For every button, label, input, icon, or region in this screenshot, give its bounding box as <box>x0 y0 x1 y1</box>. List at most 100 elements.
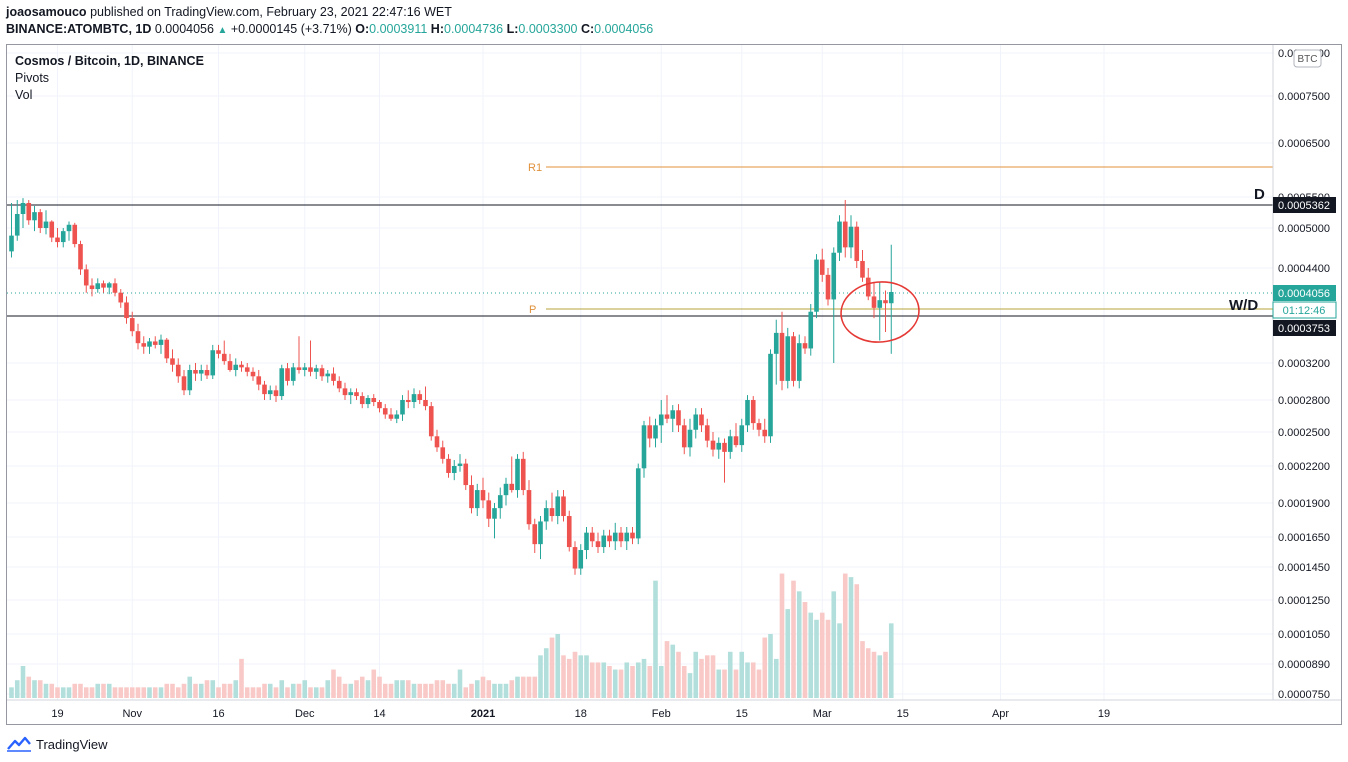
candle-body <box>526 490 532 525</box>
legend-volume[interactable]: Vol <box>15 88 33 102</box>
candle-body <box>187 370 193 391</box>
candle <box>227 353 233 372</box>
candle <box>745 395 750 432</box>
candle <box>509 456 515 493</box>
volume-bar <box>561 655 566 698</box>
volume-bar <box>37 680 43 698</box>
candle-body <box>716 442 722 450</box>
candle <box>423 386 428 411</box>
candle-body <box>118 292 124 303</box>
volume-bar <box>785 609 791 698</box>
date-tick-label: Apr <box>992 708 1009 720</box>
volume-bar <box>204 680 210 698</box>
volume-bar <box>106 683 112 698</box>
candle <box>14 199 20 241</box>
volume-bar <box>699 658 704 698</box>
volume-bar <box>658 666 664 698</box>
candle <box>49 220 55 243</box>
candle <box>842 199 848 258</box>
candle <box>779 311 785 391</box>
candle <box>653 418 658 448</box>
volume-bar <box>653 580 658 698</box>
candle <box>888 244 894 354</box>
volume-bar <box>20 666 26 698</box>
price-tick-label: 0.0006500 <box>1278 138 1330 150</box>
volume-bar <box>469 683 474 698</box>
volume-bar <box>503 683 509 698</box>
volume-bar <box>837 623 842 698</box>
candle-body <box>842 221 848 248</box>
candle-body <box>727 436 733 452</box>
candle-body <box>348 392 354 396</box>
volume-bar <box>325 680 331 698</box>
candle <box>204 364 210 380</box>
candle-body <box>152 341 158 345</box>
candle-body <box>733 436 739 446</box>
candle-body <box>417 394 423 400</box>
candle <box>285 363 290 386</box>
candle <box>250 367 256 381</box>
volume-bar <box>279 680 285 698</box>
volume-bar <box>124 687 129 698</box>
candle-body <box>509 483 515 491</box>
candle <box>388 408 394 421</box>
candle-body <box>440 447 446 459</box>
candle-body <box>779 332 785 381</box>
currency-badge[interactable]: BTC <box>1293 49 1322 68</box>
candle-body <box>584 532 589 551</box>
candle <box>520 451 526 496</box>
date-tick-label: 18 <box>575 708 587 720</box>
volume-bar <box>239 658 244 698</box>
candle <box>538 516 543 560</box>
candle-body <box>394 414 400 419</box>
volume-bar <box>791 580 796 698</box>
date-tick-label: Feb <box>652 708 671 720</box>
low-label: L: <box>506 22 519 36</box>
candle <box>791 332 796 387</box>
candle <box>457 454 463 472</box>
candle <box>446 454 451 478</box>
volume-bar <box>308 687 313 698</box>
candle-body <box>377 402 382 409</box>
price-tick-label: 0.0002500 <box>1278 427 1330 439</box>
candle <box>83 264 89 293</box>
time-axis[interactable]: 19 Nov 16 Dec 14 2021 18 Feb 15 Mar 15 Apr 19 <box>7 699 1341 720</box>
volume-bar <box>877 655 883 698</box>
volume-bar <box>371 669 377 698</box>
price-tick-label: 0.0005000 <box>1278 223 1330 235</box>
candle <box>584 526 589 560</box>
candle <box>411 388 417 409</box>
volume-bar <box>354 680 359 698</box>
candle <box>578 544 584 575</box>
volume-bar <box>750 662 756 698</box>
candle-body <box>210 350 216 376</box>
ohlc-line: BINANCE:ATOMBTC, 1D 0.0004056 ▲ +0.00001… <box>6 22 653 36</box>
candle-body <box>204 370 210 376</box>
candle-body <box>848 226 854 248</box>
candle <box>773 319 779 385</box>
volume-bar <box>635 662 641 698</box>
candle-body <box>216 350 221 354</box>
annotation-circle[interactable] <box>839 279 922 346</box>
volume-bar <box>526 676 532 698</box>
candle-body <box>9 235 14 252</box>
candle-body <box>256 376 262 385</box>
volume-bar <box>158 687 164 698</box>
candle-body <box>354 392 359 397</box>
candle <box>641 420 647 478</box>
price-axis[interactable]: 0.00085000.00075000.00065000.00055000.00… <box>1272 45 1330 701</box>
candle-body <box>365 398 371 405</box>
volume-bar <box>135 687 141 698</box>
candle <box>486 492 492 527</box>
legend-pivots[interactable]: Pivots <box>15 71 50 85</box>
tradingview-logo[interactable]: TradingView <box>6 736 108 752</box>
candle-body <box>486 500 492 519</box>
candle <box>440 440 446 464</box>
candle-body <box>802 343 808 349</box>
pivot-p-label: P <box>529 304 536 316</box>
high-label: H: <box>430 22 444 36</box>
candle-body <box>55 237 60 243</box>
candle-body <box>854 226 860 261</box>
candle-body <box>175 364 181 377</box>
